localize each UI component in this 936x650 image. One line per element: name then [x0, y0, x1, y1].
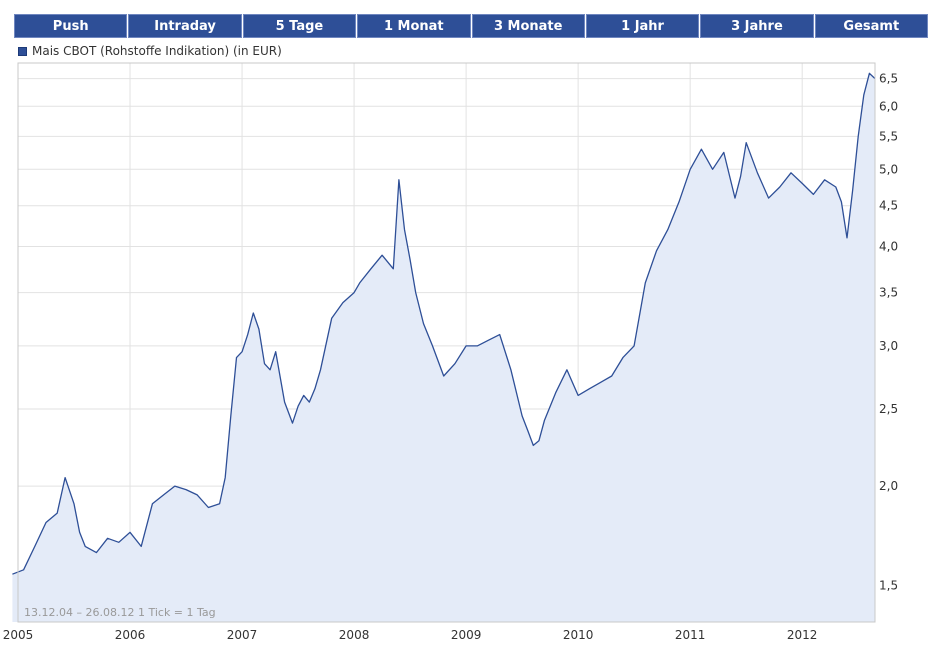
- legend-label: Mais CBOT (Rohstoffe Indikation) (in EUR…: [32, 44, 282, 58]
- y-tick-label: 3,5: [879, 286, 898, 300]
- period-tabs: Push Intraday 5 Tage 1 Monat 3 Monate 1 …: [14, 14, 928, 38]
- y-tick-label: 4,5: [879, 199, 898, 213]
- x-tick-label: 2011: [675, 628, 706, 642]
- tab-1-jahr[interactable]: 1 Jahr: [585, 14, 700, 38]
- tab-gesamt[interactable]: Gesamt: [814, 14, 928, 38]
- legend-swatch: [18, 46, 27, 56]
- x-tick-label: 2005: [3, 628, 34, 642]
- tab-3-jahre[interactable]: 3 Jahre: [700, 14, 814, 38]
- y-tick-label: 1,5: [879, 579, 898, 593]
- plot-frame: [17, 62, 876, 623]
- y-tick-label: 5,0: [879, 162, 898, 176]
- tab-5-tage[interactable]: 5 Tage: [242, 14, 357, 38]
- x-tick-label: 2010: [563, 628, 594, 642]
- x-tick-label: 2012: [787, 628, 818, 642]
- y-tick-label: 2,0: [879, 479, 898, 493]
- tab-push[interactable]: Push: [14, 14, 128, 38]
- y-tick-label: 4,0: [879, 239, 898, 253]
- series-line: [12, 72, 876, 575]
- tab-3-monate[interactable]: 3 Monate: [471, 14, 585, 38]
- x-tick-label: 2008: [339, 628, 370, 642]
- range-note: 13.12.04 – 26.08.12 1 Tick = 1 Tag: [24, 606, 216, 619]
- x-tick-label: 2007: [227, 628, 258, 642]
- y-tick-label: 5,5: [879, 129, 898, 143]
- y-tick-label: 2,5: [879, 402, 898, 416]
- tab-1-monat[interactable]: 1 Monat: [357, 14, 471, 38]
- y-tick-label: 6,5: [879, 72, 898, 86]
- chart-legend: Mais CBOT (Rohstoffe Indikation) (in EUR…: [18, 43, 282, 59]
- x-tick-label: 2006: [115, 628, 146, 642]
- series-area: [12, 73, 875, 623]
- y-tick-label: 3,0: [879, 339, 898, 353]
- tab-intraday[interactable]: Intraday: [128, 14, 242, 38]
- x-tick-label: 2009: [451, 628, 482, 642]
- y-tick-label: 6,0: [879, 99, 898, 113]
